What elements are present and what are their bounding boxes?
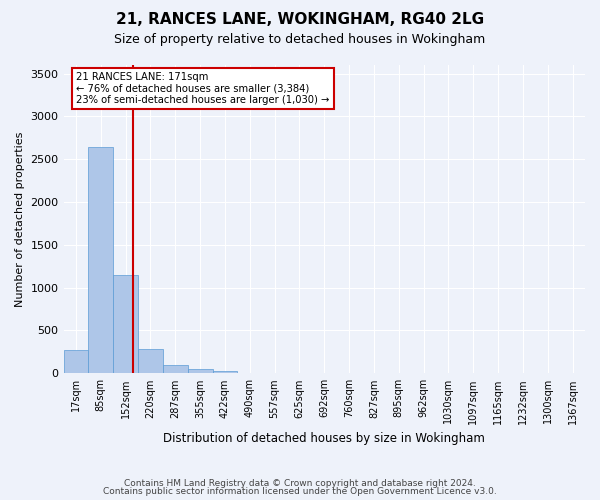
Y-axis label: Number of detached properties: Number of detached properties xyxy=(15,132,25,307)
Text: 21 RANCES LANE: 171sqm
← 76% of detached houses are smaller (3,384)
23% of semi-: 21 RANCES LANE: 171sqm ← 76% of detached… xyxy=(76,72,329,105)
Bar xyxy=(64,350,88,374)
Bar xyxy=(188,370,212,374)
Text: 21, RANCES LANE, WOKINGHAM, RG40 2LG: 21, RANCES LANE, WOKINGHAM, RG40 2LG xyxy=(116,12,484,28)
Text: Contains HM Land Registry data © Crown copyright and database right 2024.: Contains HM Land Registry data © Crown c… xyxy=(124,478,476,488)
Bar xyxy=(163,365,188,374)
X-axis label: Distribution of detached houses by size in Wokingham: Distribution of detached houses by size … xyxy=(163,432,485,445)
Text: Contains public sector information licensed under the Open Government Licence v3: Contains public sector information licen… xyxy=(103,487,497,496)
Bar xyxy=(88,147,113,374)
Bar xyxy=(212,370,238,374)
Bar xyxy=(138,350,163,374)
Bar xyxy=(113,275,138,374)
Text: Size of property relative to detached houses in Wokingham: Size of property relative to detached ho… xyxy=(115,32,485,46)
